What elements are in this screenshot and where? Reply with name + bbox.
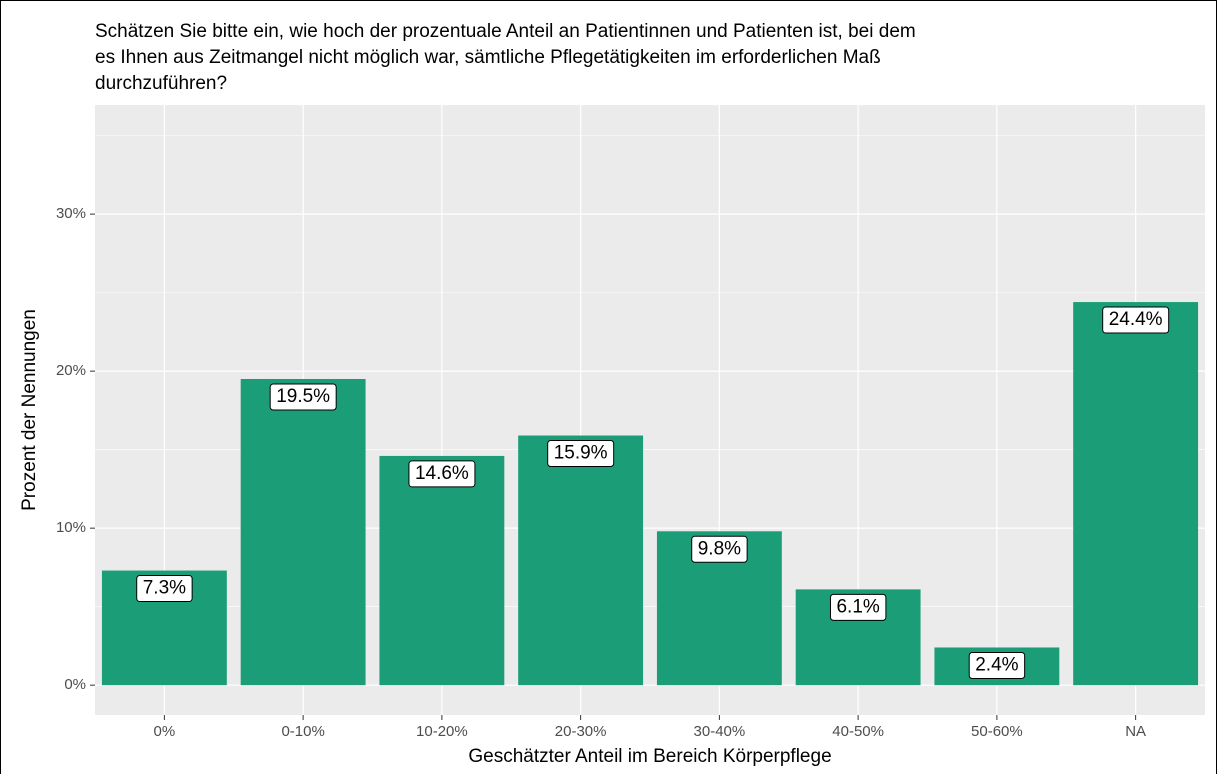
- value-label: 19.5%: [276, 386, 330, 407]
- value-label-box: [968, 651, 1026, 679]
- value-label-box: [269, 383, 337, 411]
- x-tick-label: 0-10%: [281, 723, 324, 740]
- value-label: 14.6%: [415, 463, 469, 484]
- value-label: 6.1%: [836, 596, 879, 617]
- y-tick-label: 20%: [56, 362, 86, 379]
- value-label-box: [547, 440, 615, 468]
- value-label: 24.4%: [1109, 309, 1163, 330]
- x-tick-label: 30-40%: [694, 723, 746, 740]
- value-label: 7.3%: [143, 578, 186, 599]
- value-label: 9.8%: [698, 538, 741, 559]
- y-axis-title: Prozent der Nennungen: [19, 309, 40, 511]
- x-tick-label: 50-60%: [971, 723, 1023, 740]
- x-axis-title: Geschätzter Anteil im Bereich Körperpfle…: [468, 746, 831, 767]
- x-tick-label: 20-30%: [555, 723, 607, 740]
- bar: [1073, 302, 1199, 686]
- value-label-box: [1102, 306, 1170, 334]
- chart-title: durchzuführen?: [95, 73, 227, 94]
- x-tick-label: 10-20%: [416, 723, 468, 740]
- x-tick-label: NA: [1125, 723, 1146, 740]
- value-label-box: [408, 460, 476, 488]
- x-tick-label: 40-50%: [832, 723, 884, 740]
- chart-title: Schätzen Sie bitte ein, wie hoch der pro…: [95, 21, 916, 42]
- value-label-box: [691, 535, 748, 563]
- y-tick-label: 30%: [56, 205, 86, 222]
- value-label: 15.9%: [554, 443, 608, 464]
- value-label-box: [829, 593, 887, 621]
- bar: [518, 435, 644, 686]
- bar: [240, 378, 366, 686]
- x-tick-label: 0%: [154, 723, 176, 740]
- y-tick-label: 10%: [56, 519, 86, 536]
- value-label-box: [136, 575, 193, 603]
- chart-title: es Ihnen aus Zeitmangel nicht möglich wa…: [95, 47, 881, 68]
- y-tick-label: 0%: [64, 676, 86, 693]
- bar: [379, 455, 505, 686]
- value-label: 2.4%: [975, 654, 1018, 675]
